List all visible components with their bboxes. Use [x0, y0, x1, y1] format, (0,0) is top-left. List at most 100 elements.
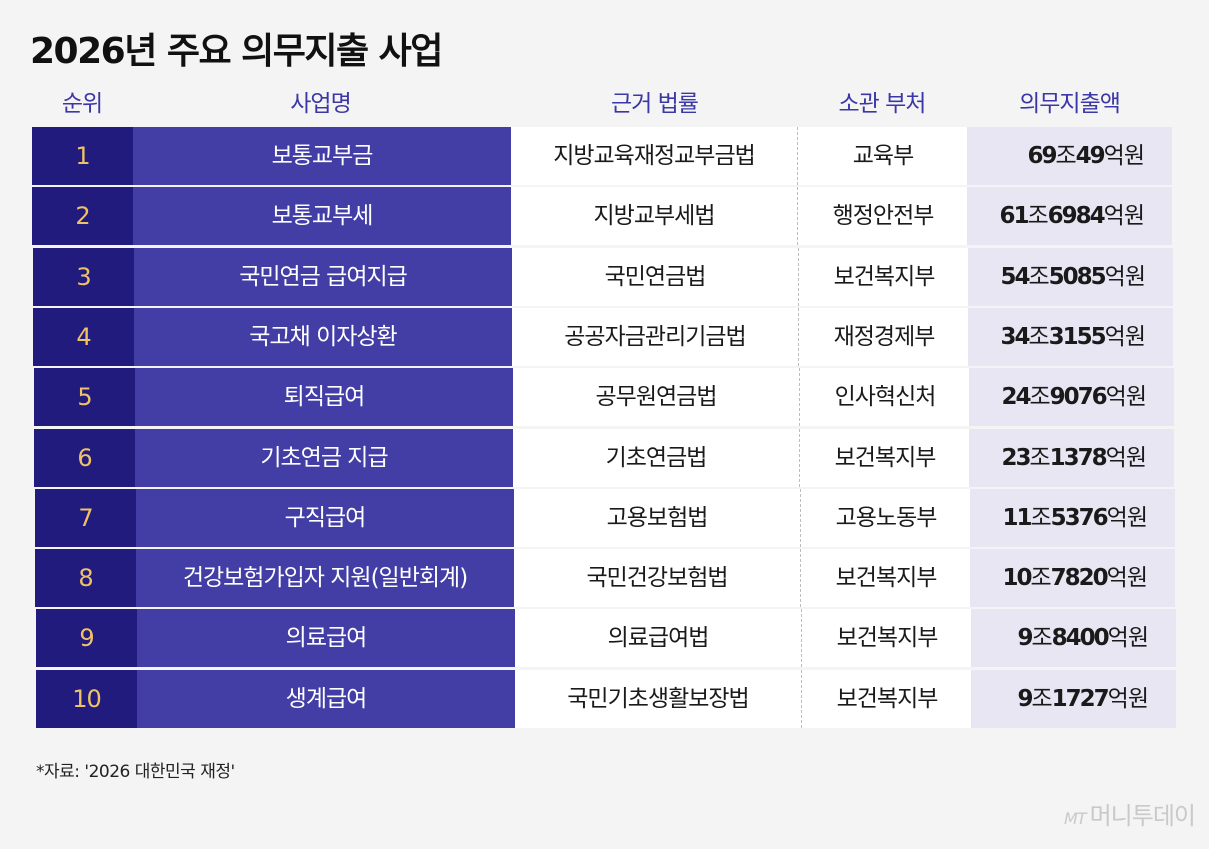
amount-eok-unit: 억원	[1103, 203, 1145, 229]
amount-jo-value: 24	[1001, 384, 1031, 410]
amount-eok-unit: 억원	[1107, 625, 1149, 651]
dept-cell: 보건복지부	[801, 670, 972, 728]
dept-cell: 보건복지부	[801, 609, 972, 667]
name-cell: 생계급여	[137, 670, 515, 728]
amount-eok-unit: 억원	[1105, 384, 1147, 410]
amount-cell: 23조1378억원	[969, 429, 1174, 487]
header-rank: 순위	[61, 91, 103, 117]
dept-cell: 행정안전부	[797, 187, 968, 245]
header-name: 사업명	[290, 91, 351, 117]
amount-eok-unit: 억원	[1104, 324, 1146, 350]
amount-jo-value: 9	[1017, 625, 1033, 651]
rank-cell: 1	[32, 127, 133, 185]
table-row: 4 국고채 이자상환 공공자금관리기금법 재정경제부 34조3155억원	[0, 308, 1209, 366]
dept-cell: 재정경제부	[798, 308, 969, 366]
rank-cell: 7	[35, 489, 136, 547]
logo-text: 머니투데이	[1089, 802, 1196, 830]
law-cell: 국민연금법	[512, 248, 798, 306]
name-cell: 건강보험가입자 지원(일반회계)	[136, 549, 514, 607]
amount-cell: 9조8400억원	[971, 609, 1176, 667]
law-cell: 지방교부세법	[511, 187, 797, 245]
name-cell: 국민연금 급여지급	[134, 248, 512, 306]
logo-mark: MT	[1064, 809, 1087, 828]
amount-jo-value: 34	[1000, 324, 1030, 350]
amount-jo-unit: 조	[1028, 324, 1049, 350]
rank-cell: 6	[34, 429, 135, 487]
header-law: 근거 법률	[611, 91, 699, 117]
amount-eok-value: 5085	[1048, 264, 1107, 290]
amount-eok-unit: 억원	[1107, 686, 1149, 712]
source-note: *자료: '2026 대한민국 재정'	[36, 762, 235, 782]
amount-jo-unit: 조	[1055, 143, 1076, 169]
rank-cell: 8	[35, 549, 136, 607]
law-cell: 고용보험법	[514, 489, 800, 547]
amount-jo-value: 11	[1002, 505, 1032, 531]
amount-cell: 10조7820억원	[970, 549, 1175, 607]
dept-cell: 고용노동부	[800, 489, 971, 547]
name-cell: 보통교부세	[133, 187, 511, 245]
amount-eok-value: 1727	[1051, 686, 1110, 712]
amount-jo-unit: 조	[1030, 565, 1051, 591]
law-cell: 공무원연금법	[513, 368, 799, 426]
amount-cell: 61조6984억원	[967, 187, 1172, 245]
amount-eok-unit: 억원	[1106, 505, 1148, 531]
name-cell: 의료급여	[137, 609, 515, 667]
table-row: 2 보통교부세 지방교부세법 행정안전부 61조6984억원	[0, 187, 1209, 245]
amount-jo-value: 69	[1027, 143, 1057, 169]
amount-eok-value: 6984	[1047, 203, 1106, 229]
amount-eok-unit: 억원	[1103, 143, 1145, 169]
rank-cell: 4	[33, 308, 134, 366]
amount-eok-value: 8400	[1051, 625, 1110, 651]
dept-cell: 보건복지부	[798, 248, 969, 306]
name-cell: 국고채 이자상환	[134, 308, 512, 366]
header-dept: 소관 부처	[838, 91, 927, 117]
amount-cell: 34조3155억원	[968, 308, 1173, 366]
amount-jo-value: 23	[1001, 445, 1031, 471]
header-amount: 의무지출액	[1019, 91, 1121, 117]
amount-cell: 54조5085억원	[968, 248, 1173, 306]
law-cell: 지방교육재정교부금법	[511, 127, 797, 185]
table-row: 3 국민연금 급여지급 국민연금법 보건복지부 54조5085억원	[0, 248, 1209, 306]
amount-jo-unit: 조	[1029, 445, 1050, 471]
table-header: 순위 사업명 근거 법률 소관 부처 의무지출액	[0, 84, 1209, 124]
publisher-logo: MT 머니투데이	[1064, 796, 1196, 831]
amount-cell: 24조9076억원	[969, 368, 1174, 426]
law-cell: 기초연금법	[513, 429, 799, 487]
table-row: 7 구직급여 고용보험법 고용노동부 11조5376억원	[0, 489, 1209, 547]
amount-jo-unit: 조	[1028, 264, 1049, 290]
table-row: 1 보통교부금 지방교육재정교부금법 교육부 69조49억원	[0, 127, 1209, 185]
rank-cell: 10	[36, 670, 137, 728]
amount-cell: 11조5376억원	[970, 489, 1175, 547]
table-row: 5 퇴직급여 공무원연금법 인사혁신처 24조9076억원	[0, 368, 1209, 426]
amount-jo-unit: 조	[1029, 384, 1050, 410]
dept-cell: 인사혁신처	[799, 368, 970, 426]
amount-jo-value: 61	[999, 203, 1029, 229]
amount-jo-unit: 조	[1031, 686, 1052, 712]
rank-cell: 5	[34, 368, 135, 426]
table-row: 6 기초연금 지급 기초연금법 보건복지부 23조1378억원	[0, 429, 1209, 487]
amount-jo-value: 10	[1002, 565, 1032, 591]
amount-eok-value: 7820	[1050, 565, 1109, 591]
amount-jo-unit: 조	[1030, 505, 1051, 531]
amount-jo-value: 54	[1000, 264, 1030, 290]
table-row: 10 생계급여 국민기초생활보장법 보건복지부 9조1727억원	[0, 670, 1209, 728]
chart-title: 2026년 주요 의무지출 사업	[30, 31, 443, 72]
amount-jo-unit: 조	[1027, 203, 1048, 229]
dept-cell: 교육부	[797, 127, 968, 185]
amount-eok-unit: 억원	[1106, 565, 1148, 591]
amount-jo-unit: 조	[1031, 625, 1052, 651]
table-row: 8 건강보험가입자 지원(일반회계) 국민건강보험법 보건복지부 10조7820억원	[0, 549, 1209, 607]
amount-eok-unit: 억원	[1105, 445, 1147, 471]
rank-cell: 9	[36, 609, 137, 667]
dept-cell: 보건복지부	[799, 429, 970, 487]
amount-eok-unit: 억원	[1104, 264, 1146, 290]
law-cell: 국민건강보험법	[514, 549, 800, 607]
name-cell: 퇴직급여	[135, 368, 513, 426]
law-cell: 의료급여법	[515, 609, 801, 667]
dept-cell: 보건복지부	[800, 549, 971, 607]
rank-cell: 3	[33, 248, 134, 306]
amount-cell: 9조1727억원	[971, 670, 1176, 728]
amount-eok-value: 49	[1075, 143, 1106, 169]
amount-eok-value: 3155	[1048, 324, 1107, 350]
law-cell: 공공자금관리기금법	[512, 308, 798, 366]
